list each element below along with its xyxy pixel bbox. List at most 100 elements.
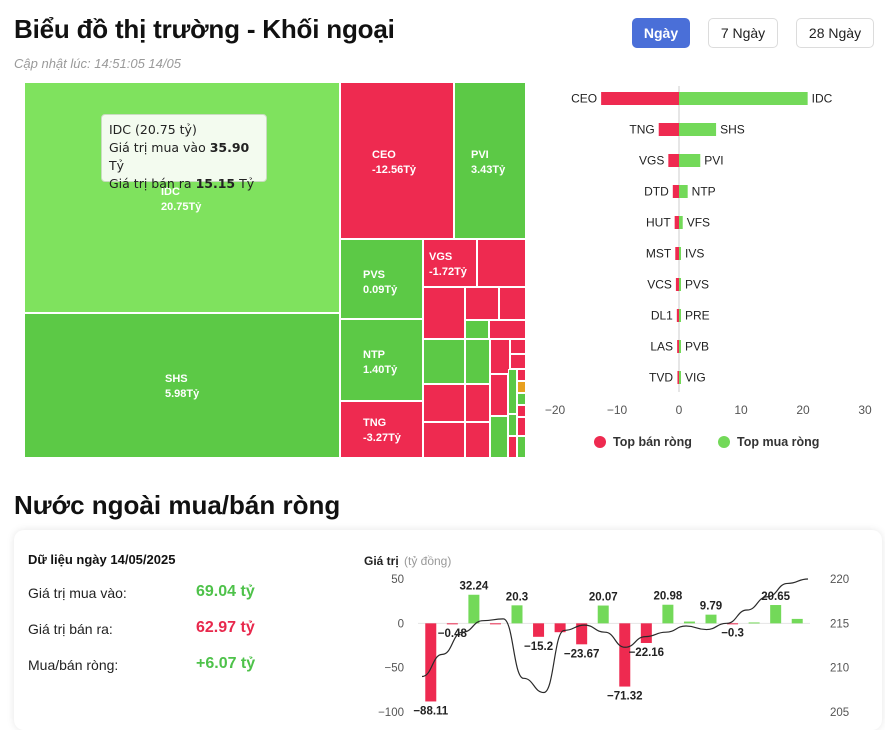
- tile-pvi[interactable]: PVI 3.43Tỷ: [454, 82, 526, 239]
- sell-code-label: CEO: [571, 92, 597, 106]
- data-label: 20.07: [589, 592, 618, 604]
- tile-shs[interactable]: SHS 5.98Tỷ: [24, 313, 340, 458]
- sell-code-label: TNG: [629, 123, 654, 137]
- tooltip-buy-row: Giá trị mua vào 35.90 Tỷ: [109, 140, 250, 173]
- tab-7-days[interactable]: 7 Ngày: [708, 18, 778, 48]
- daily-bar: [425, 623, 437, 702]
- summary-card: [14, 530, 882, 730]
- tile-value: -1.72Tỷ: [429, 266, 467, 278]
- x-tick-label: 20: [796, 403, 810, 417]
- tab-28-days[interactable]: 28 Ngày: [796, 18, 874, 48]
- tile-tng[interactable]: TNG -3.27Tỷ: [340, 401, 423, 458]
- tile-small[interactable]: [517, 393, 526, 405]
- summary-heading: Dữ liệu ngày 14/05/2025: [28, 552, 176, 567]
- tile-small[interactable]: [499, 287, 526, 320]
- y-tick-right: 205: [830, 707, 849, 719]
- tile-small[interactable]: [517, 381, 526, 393]
- buy-code-label: PVB: [685, 340, 709, 354]
- daily-bar: [489, 623, 501, 625]
- tile-small[interactable]: [517, 405, 526, 417]
- x-tick-label: −20: [545, 403, 566, 417]
- y-tick-right: 220: [830, 574, 849, 586]
- buy-code-label: VIG: [685, 371, 706, 385]
- sell-bar: [677, 340, 680, 353]
- x-tick-label: −10: [607, 403, 628, 417]
- x-tick-label: 10: [734, 403, 748, 417]
- daily-bar: [468, 594, 480, 624]
- tile-code: CEO: [372, 149, 396, 161]
- buy-bar: [679, 247, 681, 260]
- tile-code: IDC: [161, 186, 180, 198]
- tile-small[interactable]: [489, 320, 526, 339]
- treemap-tooltip: IDC (20.75 tỷ) Giá trị mua vào 35.90 Tỷ …: [101, 114, 267, 191]
- tile-ntp[interactable]: NTP 1.40Tỷ: [340, 319, 423, 401]
- tile-small[interactable]: [490, 416, 508, 458]
- tab-day[interactable]: Ngày: [632, 18, 690, 48]
- tooltip-title: IDC (20.75 tỷ): [109, 122, 197, 137]
- tile-small[interactable]: [508, 414, 517, 436]
- daily-net-chart: Giá trị (tỷ đồng)50 0 −50 −100 220 215 210 205 −8…: [364, 554, 849, 719]
- sell-code-label: MST: [646, 247, 672, 261]
- tile-vgs[interactable]: VGS -1.72Tỷ: [423, 239, 477, 287]
- data-label: 20.3: [506, 591, 528, 603]
- daily-bar: [576, 623, 588, 645]
- tile-small[interactable]: [508, 369, 517, 414]
- tile-small[interactable]: [517, 417, 526, 436]
- y-tick-right: 215: [830, 618, 849, 630]
- buy-code-label: IVS: [685, 247, 704, 261]
- sell-code-label: VCS: [647, 278, 672, 292]
- sell-bar: [675, 247, 679, 260]
- tile-small[interactable]: [465, 287, 499, 320]
- tile-small[interactable]: [510, 354, 526, 369]
- tile-code: PVI: [471, 149, 489, 161]
- tile-small[interactable]: [465, 320, 489, 339]
- y-tick-left: 50: [391, 574, 404, 586]
- legend-label: Top mua ròng: [737, 435, 819, 449]
- daily-bar: [748, 622, 760, 624]
- tile-value: 3.43Tỷ: [471, 164, 506, 176]
- sell-code-label: TVD: [649, 371, 673, 385]
- tile-small[interactable]: [508, 436, 517, 458]
- treemap: IDC 20.75Tỷ SHS 5.98Tỷ CEO -12.56Tỷ PVI …: [24, 82, 526, 458]
- tile-small[interactable]: [423, 384, 465, 422]
- tile-pvs[interactable]: PVS 0.09Tỷ: [340, 239, 423, 319]
- tile-small[interactable]: [465, 339, 490, 384]
- buy-value: 69.04 tỷ: [196, 583, 255, 600]
- tile-value: 0.09Tỷ: [363, 284, 398, 296]
- tile-small[interactable]: [510, 339, 526, 354]
- tile-small[interactable]: [465, 422, 490, 458]
- data-label: 9.79: [700, 601, 722, 613]
- x-tick-label: 30: [858, 403, 872, 417]
- sell-code-label: DL1: [651, 309, 673, 323]
- daily-bar: [619, 623, 631, 687]
- tile-small[interactable]: [465, 384, 490, 422]
- tile-small[interactable]: [423, 339, 465, 384]
- tile-code: PVS: [363, 269, 386, 281]
- daily-bar: [533, 623, 545, 637]
- buy-code-label: VFS: [687, 216, 710, 230]
- sell-bar: [675, 278, 679, 291]
- daily-bar: [683, 621, 695, 624]
- daily-bar: [705, 614, 717, 624]
- tooltip-sell-row: Giá trị bán ra 15.15 Tỷ: [109, 176, 255, 191]
- tile-small[interactable]: [477, 239, 526, 287]
- tile-small[interactable]: [490, 339, 510, 374]
- tile-small[interactable]: [423, 287, 465, 339]
- buy-code-label: PVS: [685, 278, 709, 292]
- buy-code-label: NTP: [692, 185, 716, 199]
- tile-small[interactable]: [490, 374, 508, 416]
- tile-small[interactable]: [517, 369, 526, 381]
- page-title: Biểu đồ thị trường - Khối ngoại: [14, 14, 395, 44]
- updated-time: Cập nhật lúc: 14:51:05 14/05: [14, 56, 181, 71]
- tile-small[interactable]: [423, 422, 465, 458]
- tile-code: TNG: [363, 417, 387, 429]
- daily-bar: [640, 623, 652, 643]
- buy-code-label: SHS: [720, 123, 745, 137]
- y-tick-left: −50: [384, 663, 404, 675]
- tile-small[interactable]: [517, 436, 526, 458]
- tile-ceo[interactable]: CEO -12.56Tỷ: [340, 82, 454, 239]
- daily-bar: [554, 623, 566, 633]
- sell-bar: [658, 123, 679, 136]
- buy-bar: [679, 309, 681, 322]
- buy-bar: [679, 216, 683, 229]
